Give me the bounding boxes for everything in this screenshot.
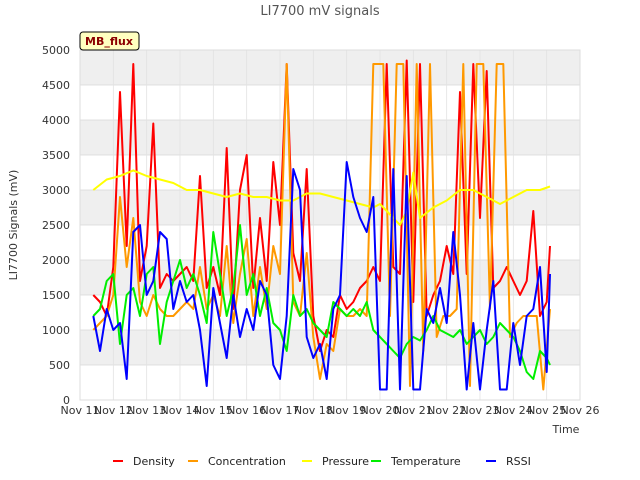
x-tick-label: Nov 13 <box>127 404 166 417</box>
chart-title: LI7700 mV signals <box>260 4 379 19</box>
x-tick-label: Nov 21 <box>394 404 433 417</box>
x-tick-label: Nov 15 <box>194 404 233 417</box>
x-tick-label: Nov 22 <box>427 404 466 417</box>
x-tick-label: Nov 26 <box>561 404 600 417</box>
grid-band <box>80 260 580 295</box>
badge-label: MB_flux <box>85 35 133 48</box>
y-tick-label: 500 <box>49 359 70 372</box>
x-tick-label: Nov 25 <box>527 404 566 417</box>
y-tick-label: 1000 <box>42 324 70 337</box>
x-tick-label: Nov 11 <box>61 404 100 417</box>
grid-band <box>80 50 580 85</box>
x-tick-label: Nov 18 <box>294 404 333 417</box>
legend-label: Density <box>133 455 175 468</box>
x-tick-label: Nov 12 <box>94 404 133 417</box>
legend-label: Temperature <box>390 455 461 468</box>
y-axis-label: LI7700 Signals (mV) <box>7 170 20 281</box>
y-tick-label: 1500 <box>42 289 70 302</box>
x-tick-label: Nov 16 <box>227 404 266 417</box>
badge-box <box>79 31 140 51</box>
legend-label: RSSI <box>506 455 531 468</box>
grid-band <box>80 120 580 155</box>
series-layer <box>92 59 551 391</box>
series-line-rssi <box>92 161 551 391</box>
series-line-pressure <box>92 169 551 226</box>
station-badge: MB_flux <box>79 31 140 51</box>
x-tick-label: Nov 14 <box>161 404 200 417</box>
x-tick-label: Nov 23 <box>461 404 500 417</box>
y-tick-label: 3500 <box>42 149 70 162</box>
x-tick-label: Nov 20 <box>361 404 400 417</box>
y-tick-label: 4000 <box>42 114 70 127</box>
x-axis-label: Time <box>552 423 580 436</box>
y-tick-label: 2500 <box>42 219 70 232</box>
plot-frame <box>79 49 581 401</box>
legend-label: Pressure <box>322 455 369 468</box>
x-tick-label: Nov 19 <box>327 404 366 417</box>
y-tick-label: 4500 <box>42 79 70 92</box>
x-tick-label: Nov 17 <box>261 404 300 417</box>
legend-label: Concentration <box>208 455 286 468</box>
y-axis: 0 500 1000 1500 2000 2500 3000 3500 4000 4500 5000 <box>42 44 70 407</box>
y-tick-label: 2000 <box>42 254 70 267</box>
y-tick-label: 0 <box>63 394 70 407</box>
x-tick-label: Nov 24 <box>494 404 533 417</box>
y-tick-label: 5000 <box>42 44 70 57</box>
legend: Density Concentration Pressure Temperature R… <box>113 455 531 468</box>
y-tick-label: 3000 <box>42 184 70 197</box>
series-line-temperature <box>92 224 551 380</box>
plot-bands <box>79 49 581 401</box>
